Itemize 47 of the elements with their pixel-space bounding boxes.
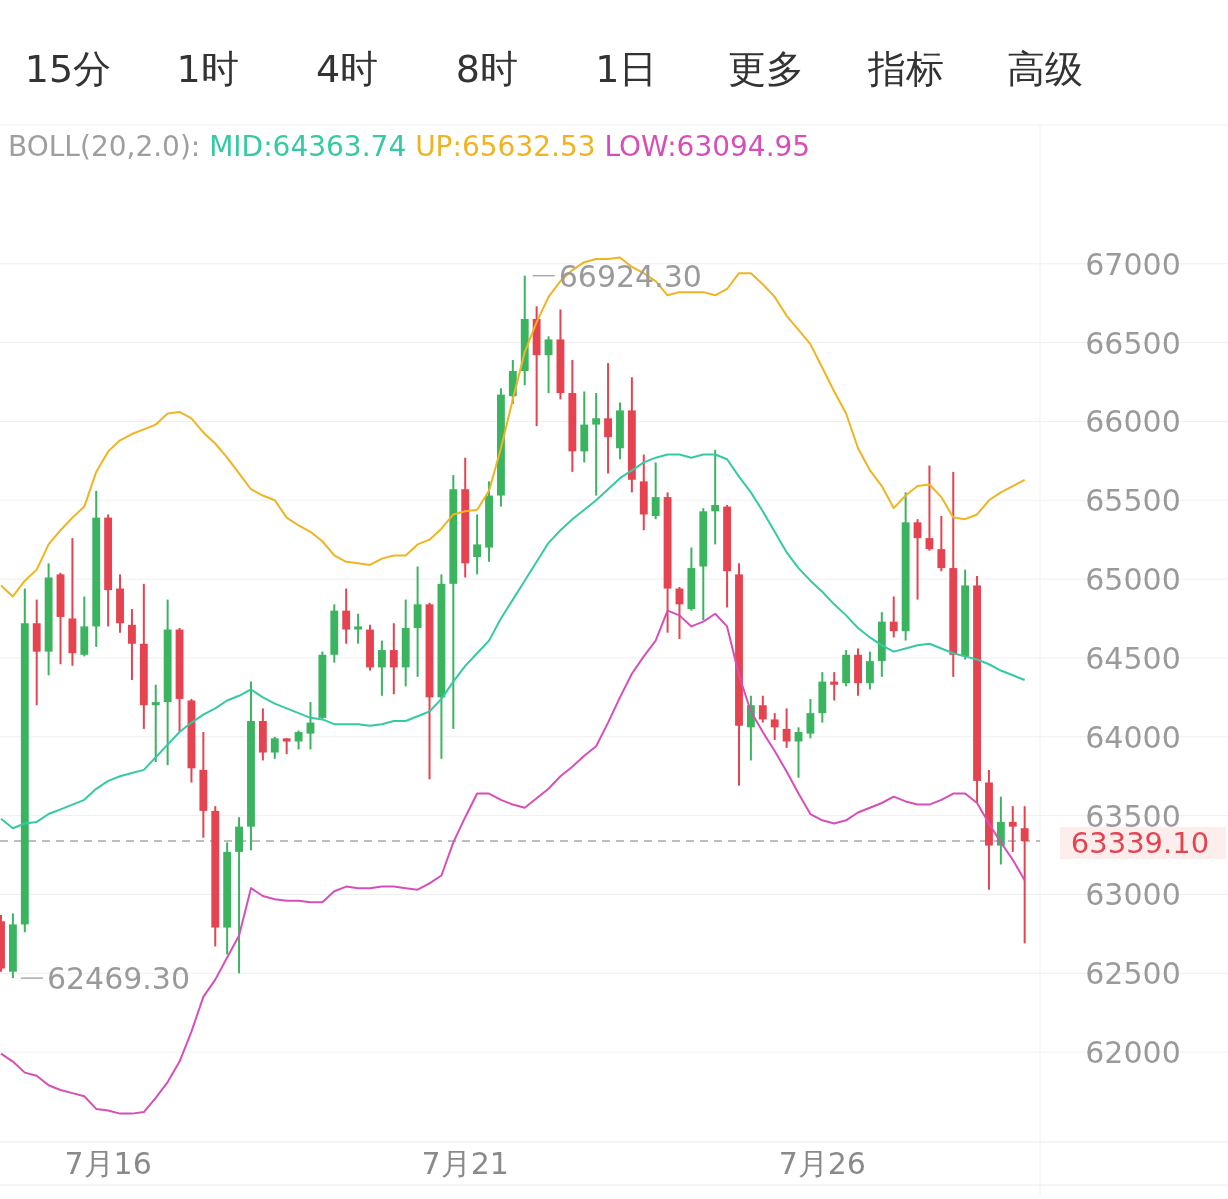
candlestick: [651, 461, 660, 521]
candlestick: [996, 795, 1005, 866]
line-series: [0, 453, 1026, 830]
legend: BOLL(20,2.0): MID:64363.74 UP:65632.53 LOW:63094.95: [8, 130, 811, 163]
candlestick: [377, 639, 386, 697]
y-tick-label: 65500: [1085, 483, 1181, 519]
candlestick: [151, 683, 160, 763]
candlestick: [294, 729, 303, 751]
candlestick: [937, 515, 946, 573]
y-tick-label: 64000: [1085, 719, 1181, 755]
candlestick: [794, 726, 803, 779]
y-tick-label: 64500: [1085, 640, 1181, 676]
candlestick: [1020, 805, 1029, 945]
candlestick: [592, 392, 601, 497]
x-tick-label: 7月16: [64, 1146, 152, 1181]
candlestick: [770, 712, 779, 741]
annotation: 62469.30: [46, 961, 191, 997]
y-tick-label: 63000: [1085, 877, 1181, 913]
line-series: [0, 256, 1026, 598]
candlestick: [758, 694, 767, 724]
candlestick: [782, 707, 791, 749]
tabs: 15分 1时 4时 8时 1日 更多 指标 高级: [24, 47, 1084, 91]
y-tick-label: 66500: [1085, 325, 1181, 361]
candlestick: [889, 595, 898, 639]
line-series: [0, 609, 1026, 1115]
x-tick-label: 7月21: [421, 1146, 509, 1181]
y-tick-label: 66000: [1085, 404, 1181, 440]
candlestick: [354, 612, 363, 645]
candlestick: [128, 608, 136, 682]
candlestick: [604, 362, 612, 475]
candlestick: [342, 587, 351, 645]
candlestick: [866, 650, 874, 691]
candlestick: [389, 622, 398, 696]
candlestick: [1008, 805, 1017, 853]
y-tick-label: 62500: [1085, 956, 1181, 992]
y-tick-label: 62000: [1085, 1035, 1181, 1071]
candlestick: [711, 448, 720, 546]
candlestick: [544, 335, 553, 395]
candlestick: [806, 697, 815, 740]
candlestick: [913, 518, 922, 601]
y-tick-label: 65000: [1085, 562, 1181, 598]
candlestick: [830, 671, 839, 702]
y-tick-label: 67000: [1085, 246, 1181, 282]
candlestick: [473, 513, 482, 576]
x-tick-label: 7月26: [778, 1146, 866, 1181]
candlestick: [270, 735, 279, 760]
candlestick: [413, 565, 422, 678]
